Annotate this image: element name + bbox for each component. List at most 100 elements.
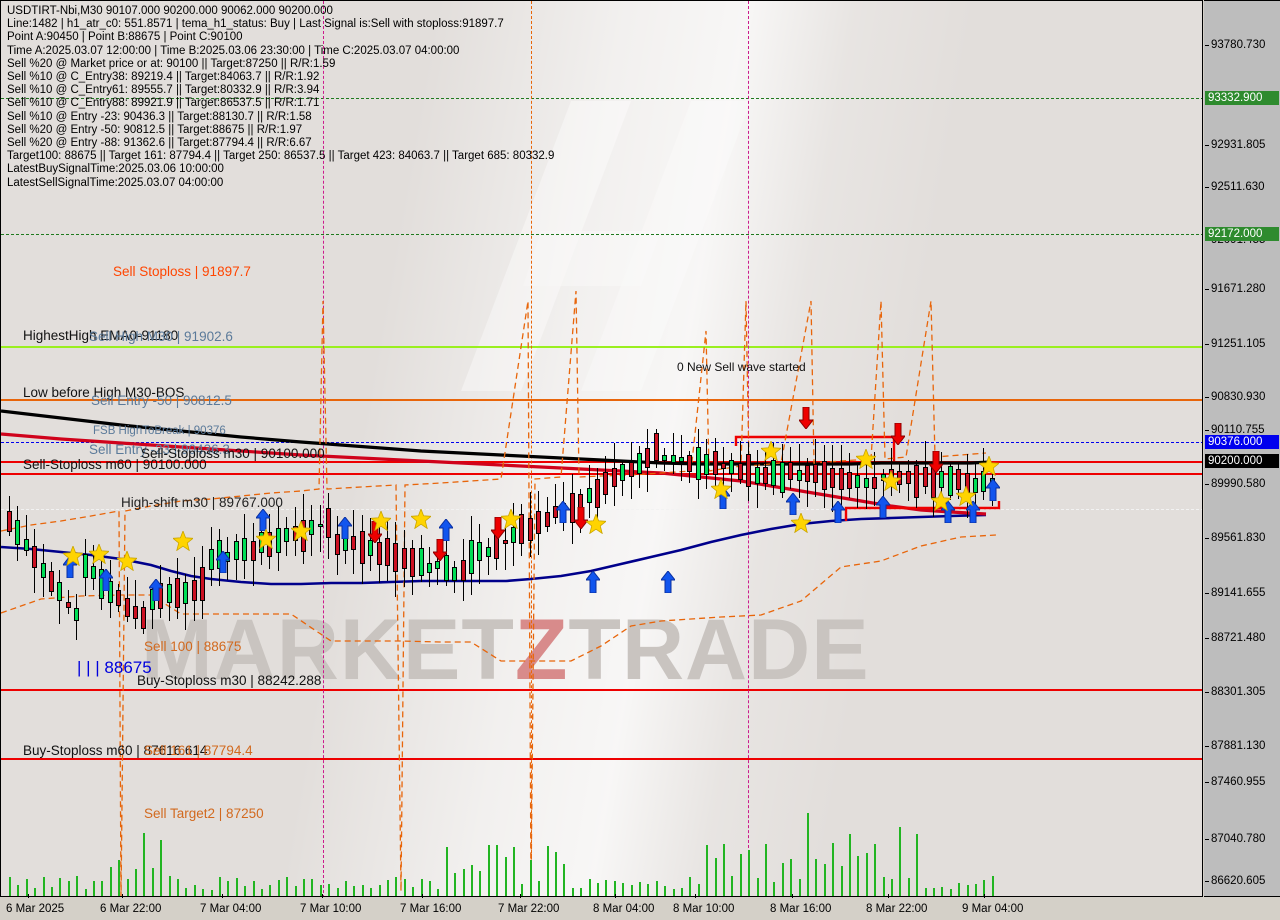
candle-wick — [739, 440, 741, 485]
time-tick-10: 9 Mar 04:00 — [962, 903, 1024, 915]
volume-bar — [160, 839, 163, 896]
volume-bar — [261, 888, 263, 896]
volume-bar — [177, 878, 179, 896]
candle-body — [595, 479, 600, 508]
volume-bar — [933, 887, 935, 896]
time-axis[interactable]: 6 Mar 2025 6 Mar 22:00 7 Mar 04:00 7 Mar 10… — [0, 894, 1280, 920]
info-line-3: Time A:2025.03.07 12:00:00 | Time B:2025… — [7, 44, 460, 57]
volume-bar — [143, 832, 146, 896]
volume-bar — [907, 877, 910, 896]
candle-body — [670, 455, 676, 463]
volume-bar — [941, 886, 944, 896]
candle-body — [704, 454, 710, 475]
volume-bar — [966, 885, 969, 896]
candle-body — [779, 462, 785, 493]
volume-bar — [546, 845, 549, 896]
candle-body — [973, 477, 978, 494]
volume-bar — [210, 890, 213, 896]
volume-bar — [361, 885, 364, 896]
candle-body — [679, 456, 684, 463]
volume-bar — [689, 876, 692, 896]
volume-bar — [765, 844, 767, 896]
candle-body — [183, 582, 189, 605]
volume-bar — [857, 856, 860, 896]
watermark-right: TRADE — [568, 602, 870, 698]
volume-bar — [454, 872, 457, 896]
signal-star-marker — [789, 511, 813, 536]
info-line-5: Sell %10 @ C_Entry38: 89219.4 || Target:… — [7, 71, 320, 84]
price-tick-4: 91671.280 — [1205, 283, 1265, 295]
volume-bar — [403, 878, 406, 896]
info-line-8: Sell %10 @ Entry -23: 90436.3 || Target:… — [7, 110, 312, 123]
candle-body — [620, 464, 626, 481]
volume-bar — [739, 854, 742, 896]
volume-bar — [151, 867, 154, 896]
volume-bar — [227, 880, 230, 896]
price-tick-12: 88301.305 — [1205, 686, 1265, 698]
time-tick-8: 8 Mar 16:00 — [770, 903, 832, 915]
volume-bar — [773, 881, 776, 896]
volume-bar — [748, 850, 751, 896]
info-line-4: Sell %20 @ Market price or at: 90100 || … — [7, 57, 336, 70]
annotation-buy-stoploss-m30: Buy-Stoploss m30 | 88242.288 — [137, 673, 322, 688]
volume-bar — [588, 879, 591, 896]
candle-body — [628, 462, 634, 477]
candle-body — [905, 471, 911, 484]
volume-bar — [319, 885, 322, 896]
volume-bar — [395, 877, 398, 896]
candle-body — [922, 466, 928, 488]
volume-bar — [781, 862, 784, 896]
annotation-sell-target2: Sell Target2 | 87250 — [144, 806, 264, 821]
price-tick-0: 93780.730 — [1205, 39, 1265, 51]
volume-bar — [25, 879, 28, 896]
time-tick-6: 8 Mar 04:00 — [593, 903, 655, 915]
candle-wick — [504, 525, 506, 571]
price-label-black-3: 90200.000 — [1205, 454, 1279, 468]
volume-bar — [420, 879, 423, 896]
signal-star-marker — [977, 454, 1001, 479]
info-line-0: USDTIRT-Nbi,M30 90107.000 90200.000 9006… — [7, 5, 333, 17]
volume-bar — [798, 878, 801, 896]
volume-bar — [815, 859, 818, 896]
candle-body — [813, 464, 819, 484]
sell-stoploss-m60-line — [1, 473, 1202, 475]
price-tick-2: 92511.630 — [1205, 181, 1265, 193]
price-tick-6: 90830.930 — [1205, 391, 1265, 403]
volume-bar — [353, 886, 356, 896]
candle-body — [645, 447, 651, 469]
price-axis[interactable]: 93780.73092931.80592511.63092091.4559167… — [1204, 0, 1280, 897]
volume-bar — [991, 876, 994, 896]
volume-bar — [345, 881, 347, 896]
volume-bar — [563, 864, 566, 896]
volume-bar — [67, 881, 70, 896]
candle-body — [410, 548, 416, 578]
candle-body — [334, 533, 340, 555]
volume-bar — [681, 888, 683, 896]
candle-body — [133, 605, 138, 620]
candle-body — [242, 537, 248, 561]
chart-plot-area[interactable]: MARKETZTRADE Sell Stoploss | 91897.7 — [0, 0, 1203, 897]
volume-bar — [336, 888, 339, 896]
time-tick-mark-4 — [422, 894, 423, 898]
candle-body — [544, 512, 550, 527]
info-line-10: Sell %20 @ Entry -88: 91362.6 || Target:… — [7, 137, 312, 150]
time-tick-mark-0 — [28, 894, 29, 898]
price-tick-1: 92931.805 — [1205, 139, 1265, 151]
time-tick-1: 6 Mar 22:00 — [100, 903, 162, 915]
candle-body — [74, 607, 80, 622]
candle-body — [435, 561, 441, 569]
volume-bar — [597, 883, 599, 896]
volume-bar — [277, 879, 280, 896]
annotation-fsb-hightobreak: FSB HighToBreak | 90376 — [93, 425, 226, 437]
info-line-6: Sell %10 @ C_Entry61: 89555.7 || Target:… — [7, 84, 320, 97]
candle-body — [191, 579, 197, 601]
price-tick-10: 89141.655 — [1205, 587, 1265, 599]
buy-stoploss-m30-line — [1, 689, 1202, 691]
volume-bar — [655, 880, 658, 896]
annotation-sell-stoploss-m60: Sell-Stoploss m60 | 90100.000 — [23, 457, 207, 472]
candle-body — [855, 474, 861, 488]
candle-body — [586, 488, 592, 504]
volume-bar — [672, 889, 675, 896]
sell-arrow-marker — [927, 450, 945, 478]
candle-body — [653, 433, 659, 462]
